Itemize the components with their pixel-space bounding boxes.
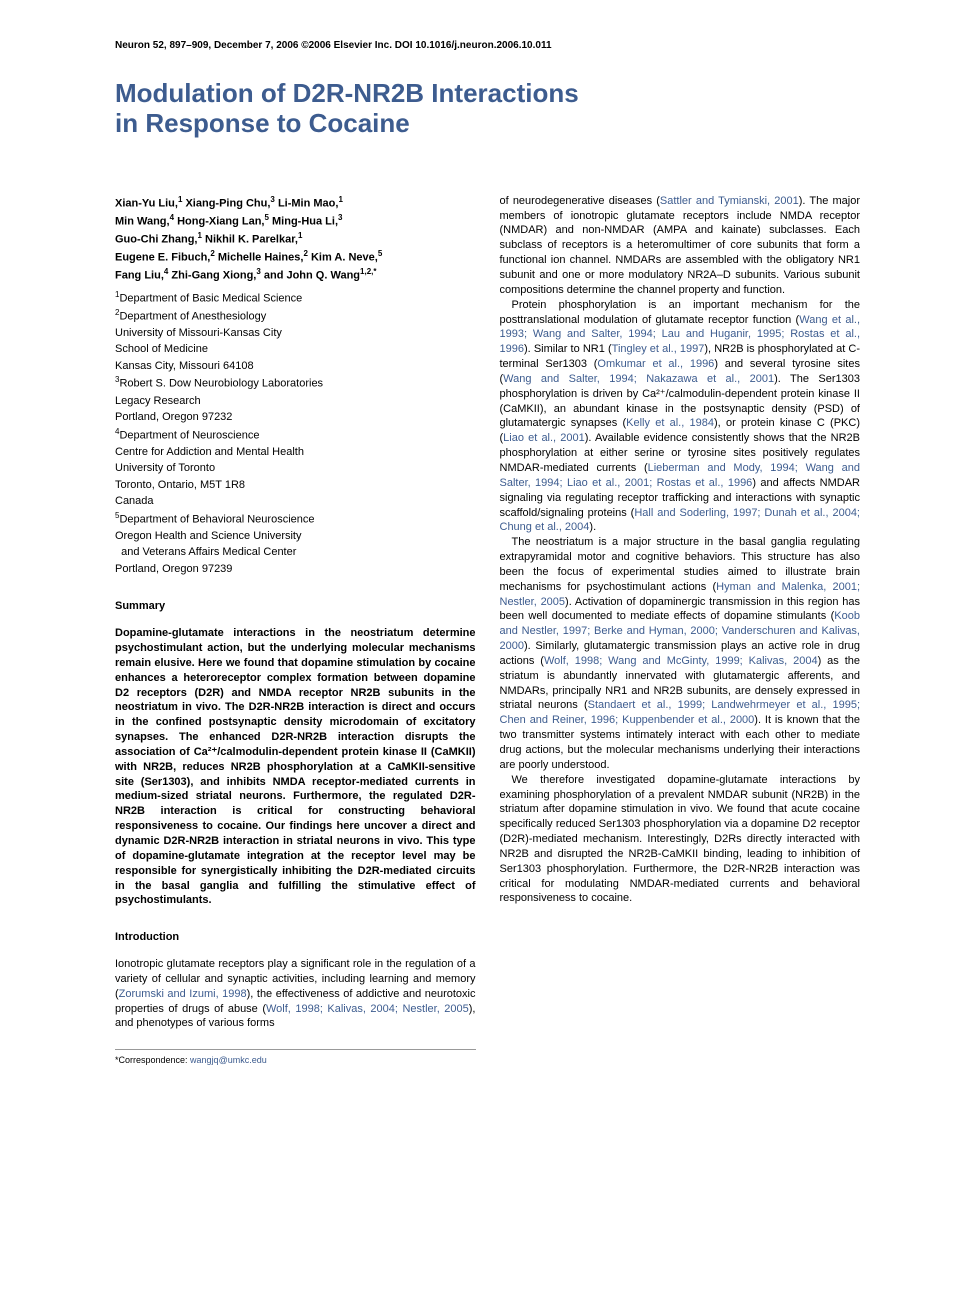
author: Michelle Haines,: [218, 252, 304, 264]
intro-paragraph: Ionotropic glutamate receptors play a si…: [115, 957, 476, 1031]
body-text: ). The major members of ionotropic gluta…: [500, 195, 861, 296]
affiliations: 1Department of Basic Medical Science 2De…: [115, 289, 476, 578]
affil-line: Toronto, Ontario, M5T 1R8: [115, 479, 245, 491]
title-line-2: in Response to Cocaine: [115, 108, 410, 138]
author: Kim A. Neve,: [311, 252, 378, 264]
affil-line: Legacy Research: [115, 395, 201, 407]
author: Nikhil K. Parelkar,: [205, 234, 298, 246]
affil-line: Robert S. Dow Neurobiology Laboratories: [119, 378, 323, 390]
author-affil-sup: 1: [178, 195, 182, 204]
affil-line: Kansas City, Missouri 64108: [115, 360, 254, 372]
body-text: of neurodegenerative diseases (: [500, 195, 660, 207]
author-affil-sup: 1: [298, 231, 302, 240]
citation-link[interactable]: Tingley et al., 1997: [612, 343, 705, 355]
author-affil-sup: 2: [303, 249, 307, 258]
body-paragraph: We therefore investigated dopamine-gluta…: [500, 773, 861, 907]
affil-line: Portland, Oregon 97239: [115, 563, 232, 575]
introduction-body: Ionotropic glutamate receptors play a si…: [115, 957, 476, 1031]
affil-line: University of Toronto: [115, 462, 215, 474]
right-column: of neurodegenerative diseases (Sattler a…: [500, 194, 861, 1067]
left-column: Xian-Yu Liu,1 Xiang-Ping Chu,3 Li-Min Ma…: [115, 194, 476, 1067]
author-affil-sup: 1,2,*: [360, 267, 376, 276]
author: Xian-Yu Liu,: [115, 197, 178, 209]
body-text: ). Similar to NR1 (: [524, 343, 612, 355]
author: Li-Min Mao,: [278, 197, 339, 209]
affil-line: Department of Neuroscience: [119, 429, 259, 441]
body-paragraph: The neostriatum is a major structure in …: [500, 535, 861, 773]
affil-line: University of Missouri-Kansas City: [115, 327, 282, 339]
affil-line: School of Medicine: [115, 343, 208, 355]
introduction-heading: Introduction: [115, 930, 476, 945]
citation-link[interactable]: Kelly et al., 1984: [626, 417, 714, 429]
affil-line: Centre for Addiction and Mental Health: [115, 446, 304, 458]
author-affil-sup: 3: [256, 267, 260, 276]
author-affil-sup: 2: [210, 249, 214, 258]
correspondence-email[interactable]: wangjq@umkc.edu: [190, 1055, 267, 1065]
author-affil-sup: 5: [378, 249, 382, 258]
citation-link[interactable]: Zorumski and Izumi, 1998: [119, 988, 247, 1000]
citation-link[interactable]: Wang and Salter, 1994; Nakazawa et al., …: [503, 373, 774, 385]
author: Ming-Hua Li,: [272, 216, 338, 228]
affil-line: and Veterans Affairs Medical Center: [115, 546, 296, 558]
author: Eugene E. Fibuch,: [115, 252, 210, 264]
author-affil-sup: 3: [270, 195, 274, 204]
affil-line: Portland, Oregon 97232: [115, 411, 232, 423]
author: Zhi-Gang Xiong,: [171, 270, 256, 282]
title-line-1: Modulation of D2R-NR2B Interactions: [115, 78, 579, 108]
author: Guo-Chi Zhang,: [115, 234, 197, 246]
citation-link[interactable]: Wolf, 1998; Wang and McGinty, 1999; Kali…: [544, 655, 818, 667]
two-column-layout: Xian-Yu Liu,1 Xiang-Ping Chu,3 Li-Min Ma…: [115, 194, 860, 1067]
author: Fang Liu,: [115, 270, 164, 282]
body-paragraph: Protein phosphorylation is an important …: [500, 298, 861, 536]
citation-link[interactable]: Wolf, 1998; Kalivas, 2004; Nestler, 2005: [266, 1003, 469, 1015]
author-affil-sup: 3: [338, 213, 342, 222]
author-affil-sup: 5: [265, 213, 269, 222]
summary-body: Dopamine-glutamate interactions in the n…: [115, 626, 476, 908]
author-affil-sup: 4: [164, 267, 168, 276]
citation-link[interactable]: Omkumar et al., 1996: [597, 358, 714, 370]
affil-line: Department of Basic Medical Science: [119, 292, 302, 304]
correspondence-footer: *Correspondence: wangjq@umkc.edu: [115, 1049, 476, 1066]
affil-line: Canada: [115, 495, 154, 507]
body-text: ).: [589, 521, 596, 533]
body-text: We therefore investigated dopamine-gluta…: [500, 774, 861, 905]
author-list: Xian-Yu Liu,1 Xiang-Ping Chu,3 Li-Min Ma…: [115, 194, 476, 285]
author: Min Wang,: [115, 216, 170, 228]
author-affil-sup: 4: [170, 213, 174, 222]
author: Hong-Xiang Lan,: [177, 216, 264, 228]
article-title: Modulation of D2R-NR2B Interactions in R…: [115, 79, 860, 139]
citation-link[interactable]: Liao et al., 2001: [503, 432, 585, 444]
author: Xiang-Ping Chu,: [185, 197, 270, 209]
affil-line: Department of Behavioral Neuroscience: [119, 513, 314, 525]
affil-line: Department of Anesthesiology: [119, 310, 266, 322]
summary-heading: Summary: [115, 599, 476, 614]
citation-link[interactable]: Sattler and Tymianski, 2001: [660, 195, 799, 207]
correspondence-label: *Correspondence:: [115, 1055, 190, 1065]
affil-line: Oregon Health and Science University: [115, 530, 301, 542]
author: and John Q. Wang: [264, 270, 360, 282]
author-affil-sup: 1: [338, 195, 342, 204]
author-affil-sup: 1: [197, 231, 201, 240]
journal-meta: Neuron 52, 897–909, December 7, 2006 ©20…: [115, 40, 860, 51]
body-paragraph: of neurodegenerative diseases (Sattler a…: [500, 194, 861, 298]
